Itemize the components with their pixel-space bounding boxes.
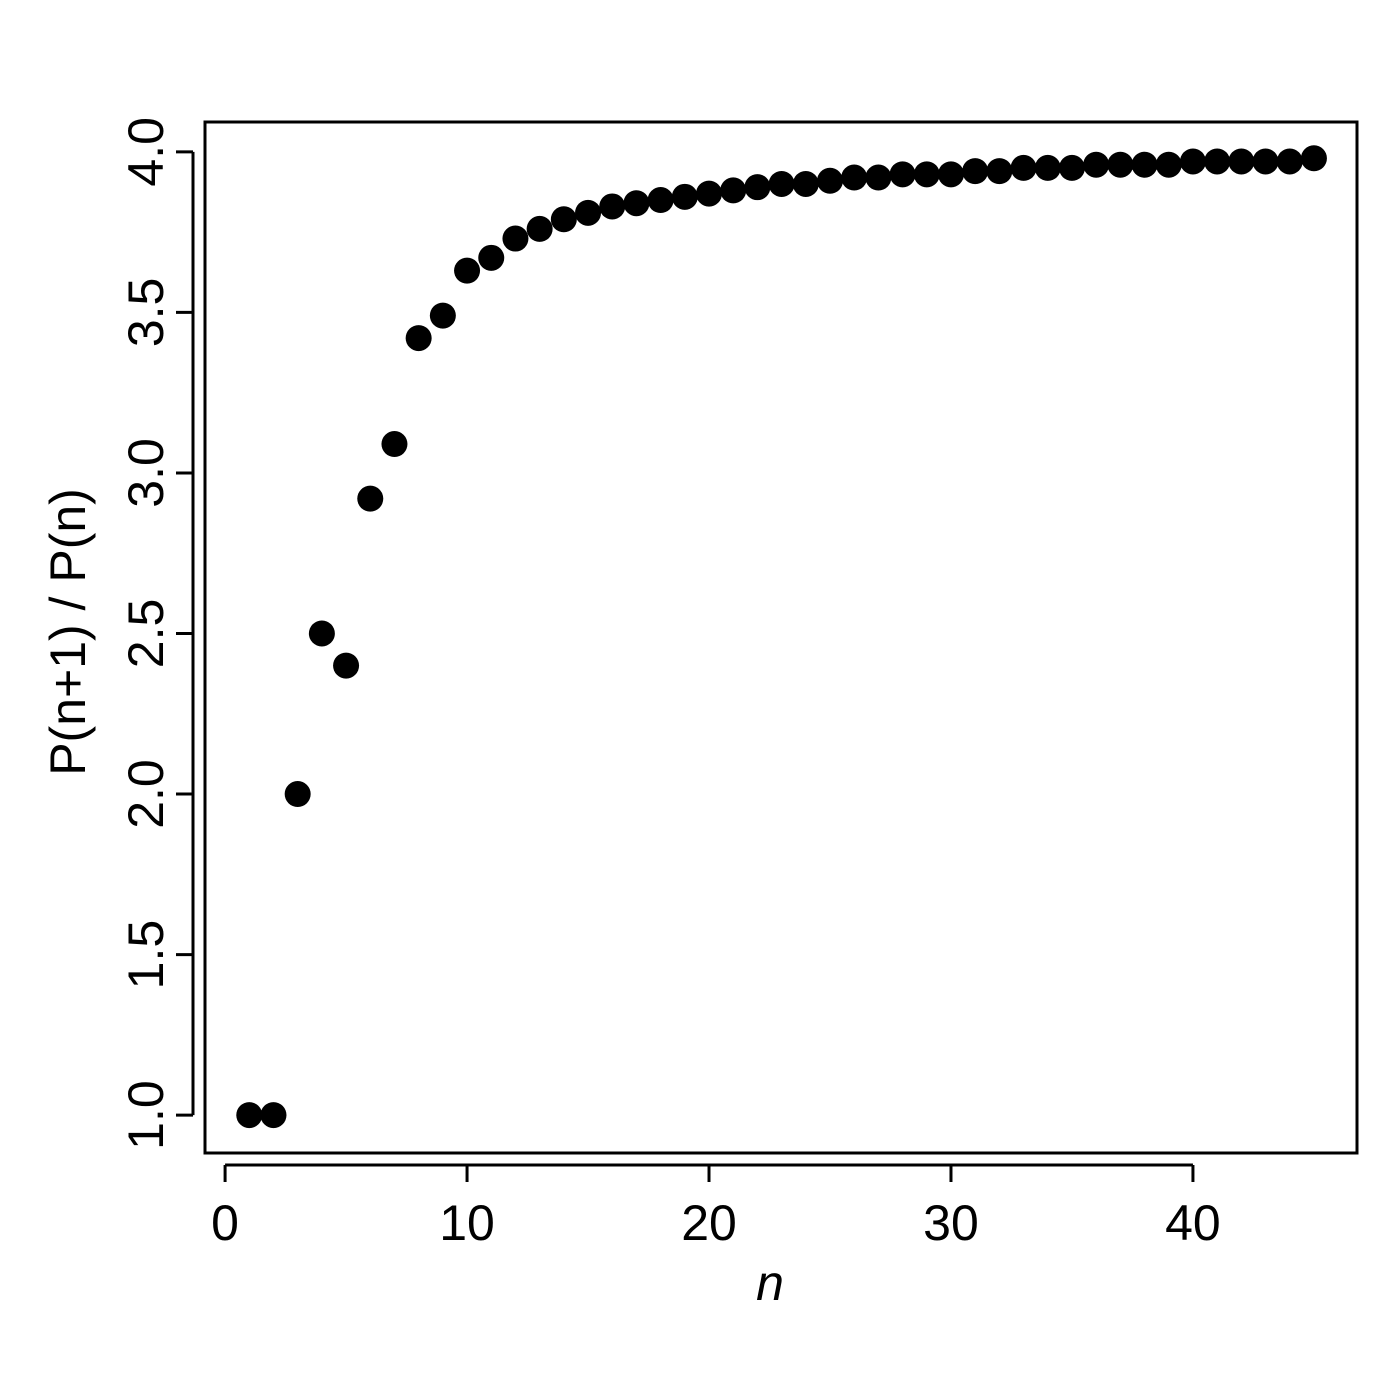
y-tick-label: 2.0	[118, 759, 174, 829]
point	[260, 1102, 287, 1129]
y-tick-label: 2.5	[118, 599, 174, 669]
point	[720, 177, 747, 204]
x-axis-label: n	[756, 1255, 784, 1311]
point	[284, 781, 311, 808]
point	[405, 325, 432, 352]
point	[333, 652, 360, 679]
point	[1300, 145, 1327, 172]
point	[1034, 154, 1061, 181]
plot-frame	[203, 120, 1359, 1155]
point	[1276, 148, 1303, 175]
point	[502, 225, 529, 252]
point	[526, 215, 553, 242]
y-tick-label: 3.0	[118, 438, 174, 508]
point	[454, 257, 481, 284]
point	[550, 206, 577, 233]
point	[841, 164, 868, 191]
point	[792, 170, 819, 197]
point	[308, 620, 335, 647]
point	[1228, 148, 1255, 175]
point	[1131, 151, 1158, 178]
point	[575, 199, 602, 226]
x-tick-label: 40	[1165, 1195, 1221, 1251]
x-tick-label: 30	[923, 1195, 979, 1251]
y-tick-label: 3.5	[118, 278, 174, 348]
point	[623, 190, 650, 217]
y-axis-label: P(n+1) / P(n)	[40, 488, 96, 776]
point	[768, 170, 795, 197]
point	[381, 431, 408, 458]
point	[889, 161, 916, 188]
y-tick-label: 1.0	[118, 1080, 174, 1150]
point	[696, 180, 723, 207]
point	[913, 161, 940, 188]
point	[671, 183, 698, 210]
x-tick-label: 10	[439, 1195, 495, 1251]
point	[986, 158, 1013, 185]
point	[865, 164, 892, 191]
point	[962, 158, 989, 185]
point	[1010, 154, 1037, 181]
point	[429, 302, 456, 329]
point	[1179, 148, 1206, 175]
point	[1058, 154, 1085, 181]
y-tick-label: 4.0	[118, 117, 174, 187]
point	[647, 187, 674, 214]
point	[1155, 151, 1182, 178]
point	[937, 161, 964, 188]
point	[744, 174, 771, 201]
y-tick-label: 1.5	[118, 920, 174, 990]
point	[816, 167, 843, 194]
point	[1204, 148, 1231, 175]
point	[1252, 148, 1279, 175]
x-tick-label: 20	[681, 1195, 737, 1251]
point	[1083, 151, 1110, 178]
point	[1107, 151, 1134, 178]
point	[478, 244, 505, 271]
x-tick-label: 0	[211, 1195, 239, 1251]
point	[599, 193, 626, 220]
point	[236, 1102, 263, 1129]
point	[357, 485, 384, 512]
